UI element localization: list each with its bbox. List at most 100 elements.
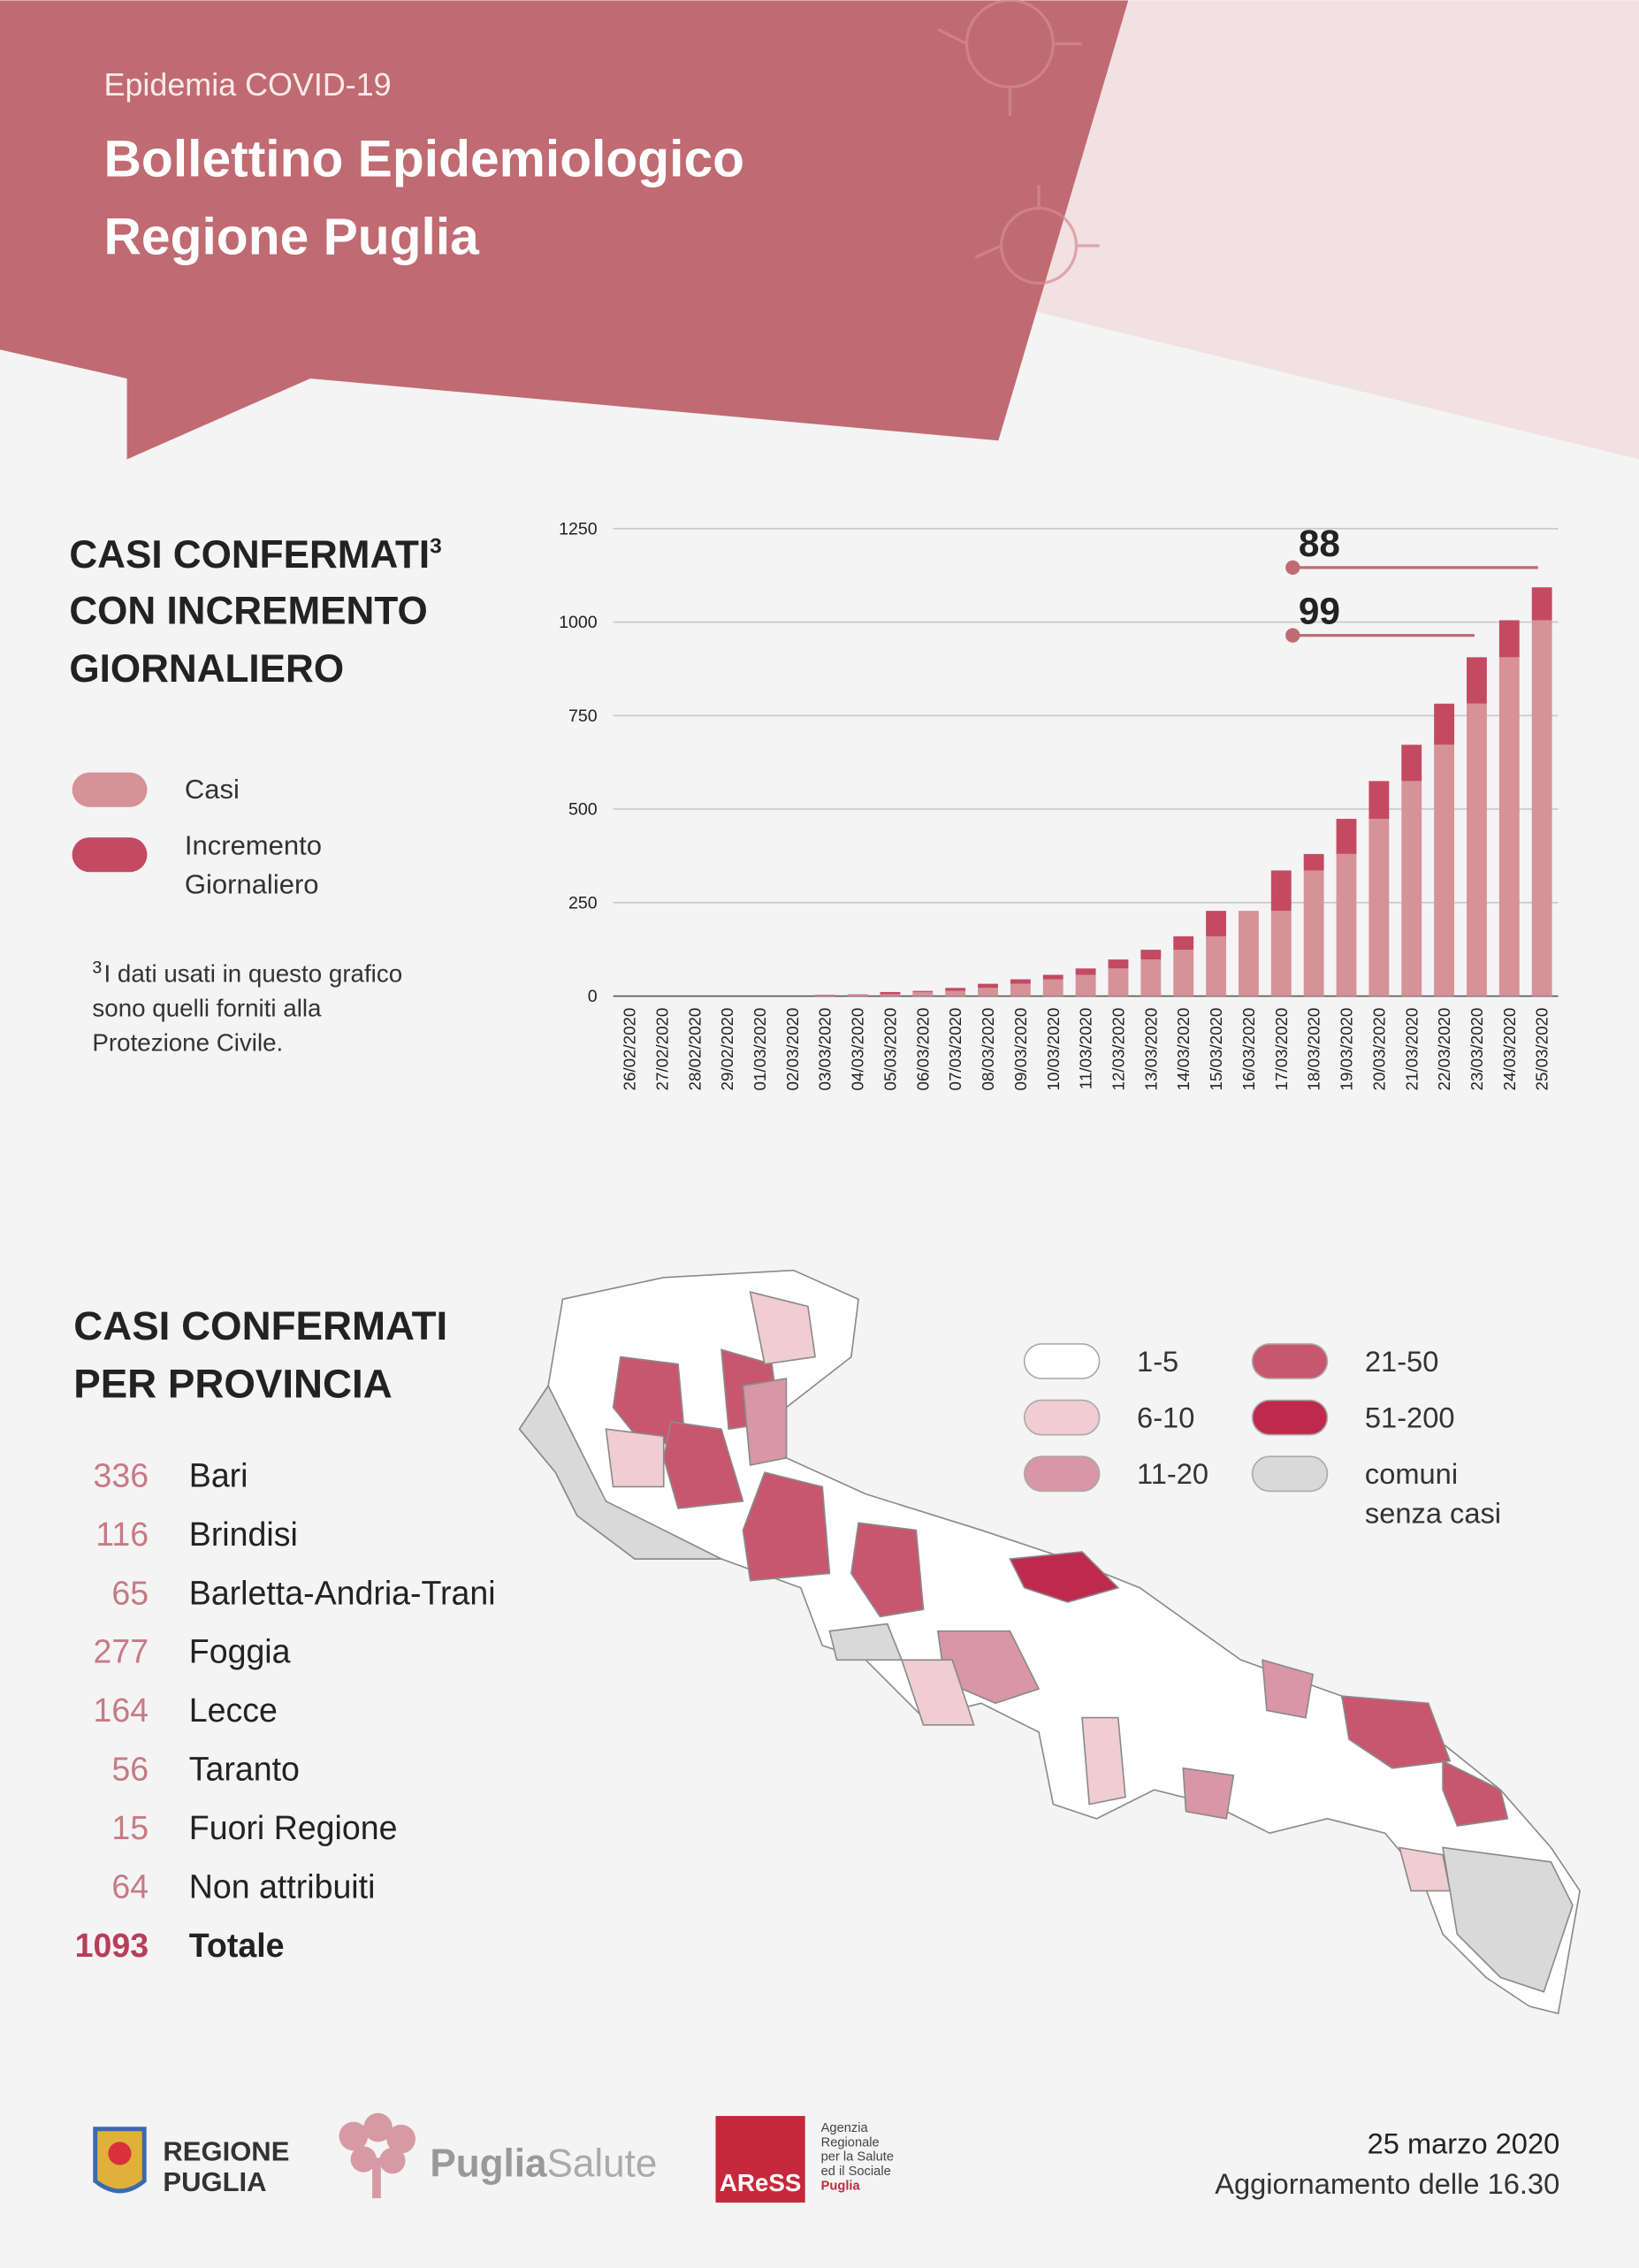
bar-segment <box>1239 911 1259 996</box>
province-count: 277 <box>94 1633 149 1670</box>
y-tick-label: 1000 <box>559 613 598 632</box>
y-tick-label: 750 <box>568 706 598 726</box>
bar-segment <box>1206 911 1226 936</box>
province-name: Brindisi <box>189 1516 298 1553</box>
x-tick-label: 07/03/2020 <box>946 1008 964 1091</box>
province-name: Bari <box>189 1456 248 1493</box>
footnote-text: Protezione Civile. <box>92 1029 283 1057</box>
footer-date: 25 marzo 2020 <box>1368 2127 1560 2159</box>
aress-text: ed il Sociale <box>821 2165 891 2179</box>
annotation-dot <box>1285 628 1300 642</box>
bar-segment <box>1467 704 1487 997</box>
x-tick-label: 06/03/2020 <box>913 1008 932 1091</box>
chart-title-text: CASI CONFERMATI <box>69 533 430 577</box>
province-name: Non attribuiti <box>189 1867 376 1905</box>
x-tick-label: 13/03/2020 <box>1141 1008 1160 1091</box>
bar-segment <box>1043 980 1063 997</box>
x-tick-label: 25/03/2020 <box>1533 1008 1551 1091</box>
x-tick-label: 16/03/2020 <box>1239 1008 1258 1091</box>
map-legend-swatch <box>1025 1456 1100 1491</box>
bar-segment <box>1532 587 1552 620</box>
bar-segment <box>880 994 901 996</box>
x-tick-label: 04/03/2020 <box>849 1008 867 1091</box>
header-title: Bollettino Epidemiologico <box>104 131 745 188</box>
x-tick-label: 12/03/2020 <box>1109 1008 1128 1091</box>
bar-segment <box>1271 911 1292 996</box>
map-legend-label: 51-200 <box>1365 1401 1455 1434</box>
bar-segment <box>912 991 933 992</box>
province-name: Fuori Regione <box>189 1809 398 1846</box>
value-label: 99 <box>1299 591 1340 632</box>
footnote-text: I dati usati in questo grafico <box>104 959 403 987</box>
bar-segment <box>1401 781 1422 996</box>
footer-update: Aggiornamento delle 16.30 <box>1215 2167 1559 2200</box>
bar-segment <box>1010 980 1031 984</box>
logo-text-part: Salute <box>547 2142 658 2186</box>
bar-segment <box>978 988 998 996</box>
x-tick-label: 05/03/2020 <box>880 1008 899 1091</box>
x-tick-label: 20/03/2020 <box>1369 1008 1388 1091</box>
x-tick-label: 11/03/2020 <box>1077 1008 1095 1089</box>
text-line: senza casi <box>1365 1496 1501 1529</box>
province-count: 56 <box>111 1751 149 1788</box>
province-name: Foggia <box>189 1633 291 1670</box>
province-name: Lecce <box>189 1691 278 1729</box>
x-tick-label: 01/03/2020 <box>751 1008 769 1091</box>
legend-swatch <box>72 773 148 807</box>
x-tick-label: 14/03/2020 <box>1174 1008 1193 1091</box>
x-tick-label: 09/03/2020 <box>1011 1008 1030 1091</box>
bar-segment <box>1532 620 1552 996</box>
header-kicker: Epidemia COVID-19 <box>104 67 392 103</box>
province-count: 15 <box>111 1809 149 1846</box>
logo-text-part: Puglia <box>430 2142 547 2186</box>
x-tick-label: 03/03/2020 <box>816 1008 835 1091</box>
header-title: Regione Puglia <box>104 209 481 266</box>
text-line: comuni <box>1365 1457 1466 1490</box>
value-label: 88 <box>1299 523 1340 564</box>
province-count: 164 <box>94 1691 149 1729</box>
bar-segment <box>945 991 965 997</box>
legend-label: Casi <box>185 774 240 805</box>
map-legend-label: 11-20 <box>1137 1457 1208 1490</box>
y-tick-label: 1250 <box>559 519 598 538</box>
x-tick-label: 27/02/2020 <box>652 1008 671 1091</box>
bar-segment <box>1499 620 1520 657</box>
map-legend-swatch <box>1025 1401 1100 1435</box>
logo-text: PUGLIA <box>163 2166 266 2197</box>
bar-segment <box>1467 657 1487 703</box>
bar-segment <box>1434 704 1454 745</box>
map-legend-swatch <box>1253 1344 1328 1378</box>
y-tick-label: 500 <box>568 800 598 820</box>
province-count: 64 <box>111 1867 149 1905</box>
bar-segment <box>912 992 933 997</box>
x-tick-label: 26/02/2020 <box>621 1008 639 1091</box>
bar-segment <box>1337 854 1357 997</box>
aress-text: Regionale <box>821 2135 880 2150</box>
x-tick-label: 24/03/2020 <box>1500 1008 1519 1091</box>
x-tick-label: 22/03/2020 <box>1435 1008 1453 1091</box>
province-count: 65 <box>111 1574 149 1611</box>
bar-segment <box>1173 936 1193 950</box>
bar-segment <box>848 995 868 997</box>
bar-segment <box>1076 968 1096 974</box>
province-name: Barletta-Andria-Trani <box>189 1574 496 1611</box>
aress-text: Puglia <box>821 2179 861 2193</box>
bar-segment <box>815 995 835 996</box>
bar-segment <box>1368 781 1389 819</box>
y-tick-label: 250 <box>568 893 598 913</box>
map-legend-swatch <box>1253 1456 1328 1491</box>
x-tick-label: 02/03/2020 <box>783 1008 802 1091</box>
x-tick-label: 21/03/2020 <box>1402 1008 1421 1091</box>
bar-segment <box>1043 974 1063 979</box>
chart-title-line: CON INCREMENTO <box>69 590 427 633</box>
aress-text: per la Salute <box>821 2150 894 2165</box>
bar-segment <box>1140 959 1161 996</box>
bar-segment <box>1401 745 1422 781</box>
bar-segment <box>1010 984 1031 997</box>
bar-segment <box>945 988 965 990</box>
bar-segment <box>1109 968 1129 996</box>
footnote-text: sono quelli forniti alla <box>92 994 322 1021</box>
bar-segment <box>1304 870 1324 996</box>
